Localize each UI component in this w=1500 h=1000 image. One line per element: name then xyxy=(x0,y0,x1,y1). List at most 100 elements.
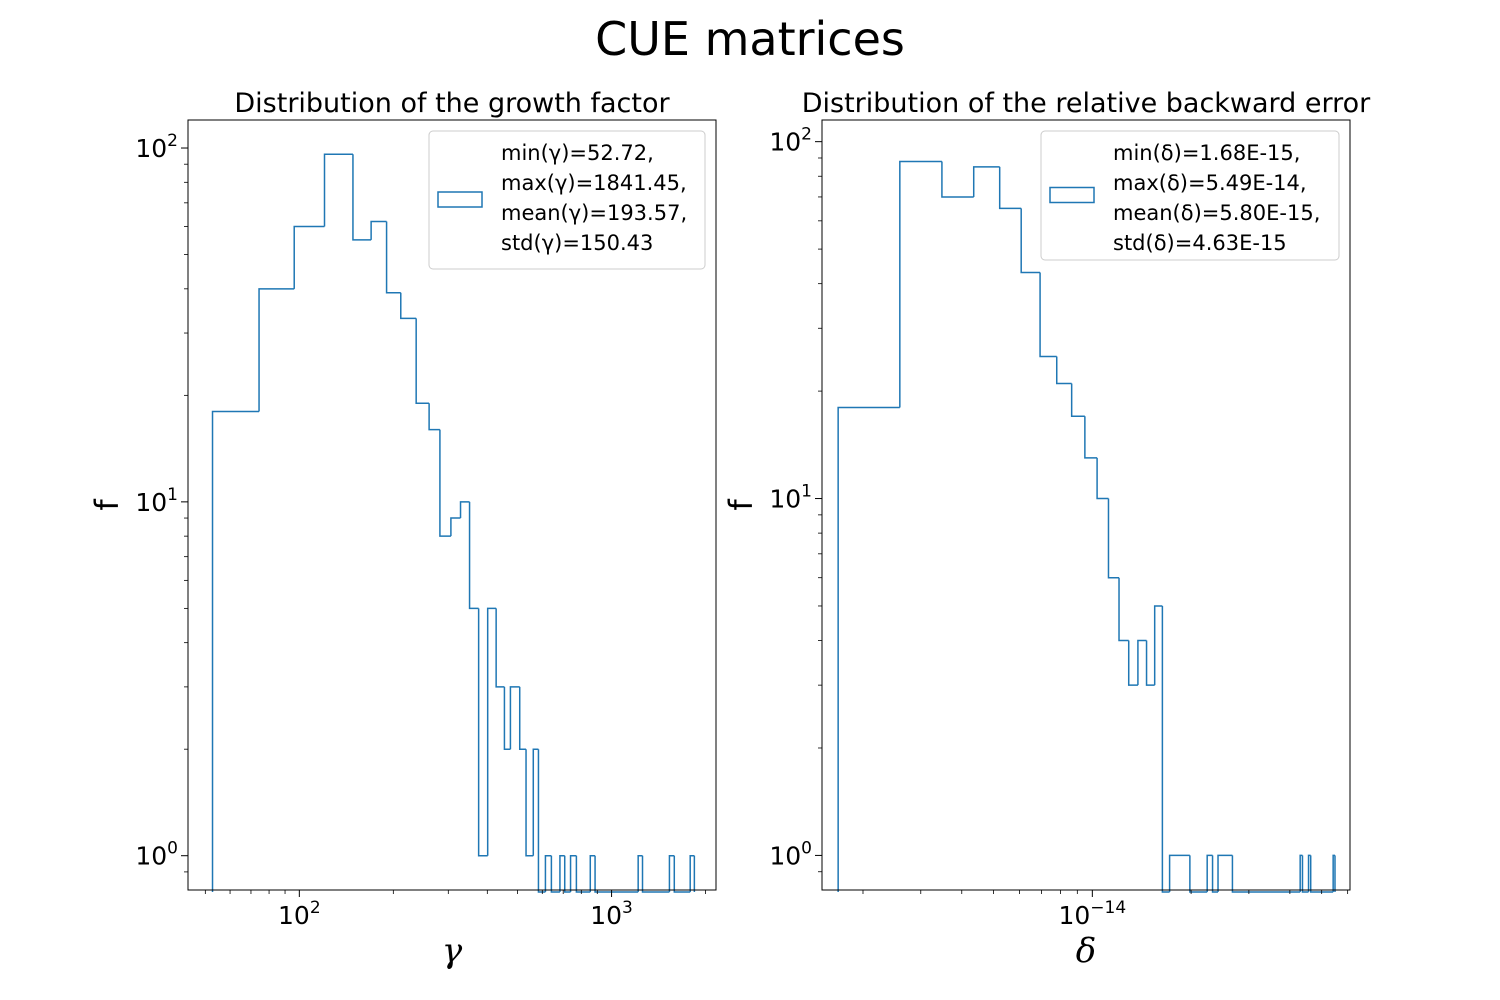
histogram-bin xyxy=(532,748,539,856)
histogram-bin xyxy=(544,854,552,892)
histogram-bin xyxy=(1309,855,1334,893)
histogram-bin xyxy=(899,160,942,408)
histogram-bin xyxy=(1189,855,1208,893)
y-tick-label: 102 xyxy=(135,131,178,163)
histogram-bin xyxy=(537,749,546,893)
legend: min(γ)=52.72, max(γ)=1841.45, mean(γ)=193.… xyxy=(428,130,706,270)
histogram-bin xyxy=(673,855,691,893)
y-axis-label: f xyxy=(722,499,760,511)
chart-panel-1: 102 103 100 101 102 Distribution of the growt… xyxy=(88,88,717,971)
legend-entry-line: max(δ)=5.49E-14, xyxy=(1113,171,1307,195)
histogram-bin xyxy=(323,153,353,227)
histogram-bin xyxy=(1206,854,1213,892)
histogram-bin xyxy=(509,686,520,750)
histogram-bin xyxy=(1096,457,1109,500)
histogram-bin xyxy=(1127,640,1138,686)
histogram-bin xyxy=(1020,208,1041,274)
histogram-bin xyxy=(258,288,295,412)
histogram-bin xyxy=(495,608,505,688)
histogram-bin xyxy=(668,854,675,892)
x-tick-label: 10−14 xyxy=(1058,898,1126,930)
legend-entry-line: mean(δ)=5.80E-15, xyxy=(1113,201,1320,225)
histogram-bin xyxy=(569,854,577,892)
histogram-bin xyxy=(1070,383,1085,418)
histogram-bin xyxy=(689,854,695,892)
histogram-bin xyxy=(559,854,565,892)
y-tick-label: 101 xyxy=(135,485,178,517)
histogram-bin xyxy=(1299,854,1303,892)
y-tick-label: 100 xyxy=(769,838,812,870)
legend-entry-line: min(δ)=1.68E-15, xyxy=(1113,141,1300,165)
histogram-bin xyxy=(352,154,372,241)
x-axis-label: δ xyxy=(1076,931,1096,971)
chart-title: Distribution of the relative backward er… xyxy=(802,88,1371,119)
histogram-bin xyxy=(1118,577,1129,642)
histogram-bin xyxy=(370,220,387,240)
x-axis-label: γ xyxy=(442,931,463,971)
histogram-bin xyxy=(400,292,417,320)
axes-frame xyxy=(187,119,717,891)
x-tick-label: 102 xyxy=(278,898,321,930)
y-tick-label: 100 xyxy=(135,839,178,871)
x-tick-label: 103 xyxy=(590,898,633,930)
legend-swatch xyxy=(1049,186,1095,204)
axes-frame xyxy=(821,119,1351,891)
histogram-bin xyxy=(1153,605,1163,686)
histogram-bin xyxy=(211,410,260,892)
histogram-bin xyxy=(1211,855,1219,893)
histogram-bin xyxy=(1084,416,1098,459)
histogram-bin xyxy=(594,855,639,893)
legend-entry-line: max(γ)=1841.45, xyxy=(501,171,687,195)
histogram-bin xyxy=(1168,854,1190,892)
histogram-bin xyxy=(637,854,643,892)
histogram-bin xyxy=(1107,498,1120,579)
legend: min(δ)=1.68E-15, max(δ)=5.49E-14, mean(δ)=… xyxy=(1040,130,1340,261)
legend-box xyxy=(428,130,706,270)
histogram-bin xyxy=(1137,639,1147,686)
histogram-bin xyxy=(1231,855,1301,893)
histogram-bin xyxy=(1307,854,1311,892)
histogram-bin xyxy=(589,854,596,892)
histogram-bin xyxy=(972,166,1000,197)
histogram-bin xyxy=(1039,272,1057,358)
histogram-bin xyxy=(439,429,451,537)
histogram-bin xyxy=(1055,356,1072,385)
legend-swatch xyxy=(437,191,483,208)
legend-entry-line: std(γ)=150.43 xyxy=(501,231,653,255)
histogram-bin xyxy=(428,403,440,431)
histogram-bin xyxy=(1301,855,1309,893)
histogram-bin xyxy=(518,686,527,750)
y-tick-label: 102 xyxy=(769,125,812,157)
histogram-bin xyxy=(550,855,560,893)
y-tick-label: 101 xyxy=(769,482,812,514)
legend-entry-line: min(γ)=52.72, xyxy=(501,141,654,165)
histogram-bin xyxy=(641,855,670,893)
histogram-bin xyxy=(468,501,479,610)
histogram-bin xyxy=(486,607,497,856)
y-axis-label: f xyxy=(88,499,126,511)
chart-title: Distribution of the growth factor xyxy=(234,88,670,119)
chart-panel-2: 10−14 100 101 102 Distribution of the relati… xyxy=(722,88,1371,971)
histogram-bin xyxy=(998,166,1022,210)
histogram-bin xyxy=(1145,640,1155,686)
histogram-bin xyxy=(503,686,511,750)
histogram-bin xyxy=(385,221,401,294)
histogram-bin xyxy=(941,161,974,198)
legend-box xyxy=(1040,130,1340,261)
legend-entry-line: mean(γ)=193.57, xyxy=(501,201,687,225)
histogram-bin xyxy=(563,855,571,893)
histogram-bin xyxy=(837,406,900,892)
histogram-bin xyxy=(575,855,591,893)
histogram-bin xyxy=(1217,854,1233,892)
histogram-bin xyxy=(415,318,430,404)
histogram-bin xyxy=(525,749,534,857)
figure-title: CUE matrices xyxy=(595,12,905,66)
histogram-bin xyxy=(1332,854,1335,892)
histogram-bin xyxy=(459,501,470,519)
legend-entry-line: std(δ)=4.63E-15 xyxy=(1113,231,1287,255)
histogram-bin xyxy=(477,608,488,857)
histogram-bin xyxy=(293,225,325,289)
histogram-bin xyxy=(1161,605,1170,893)
histogram-bin xyxy=(450,517,461,537)
